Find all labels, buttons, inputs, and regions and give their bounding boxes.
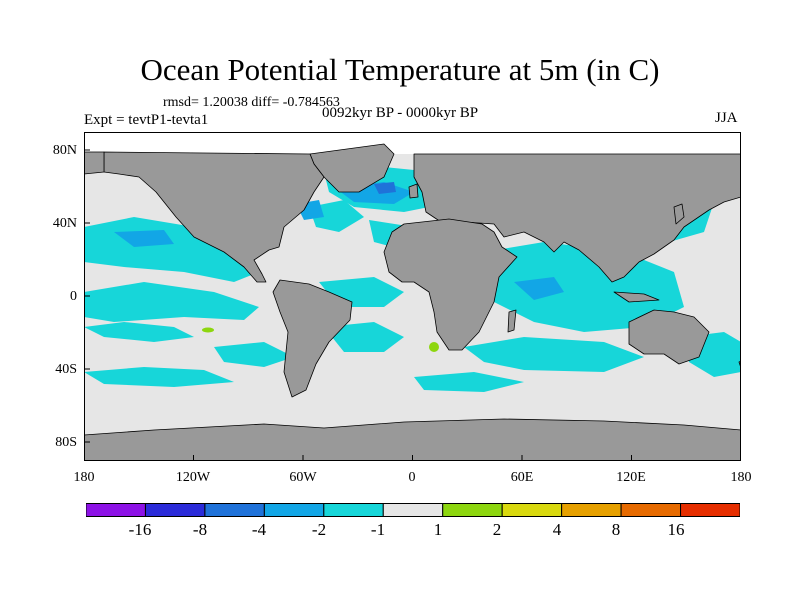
land-north-pacific-island	[84, 151, 105, 175]
lat-label-40s: 40S	[55, 362, 77, 377]
colorbar-label: -4	[251, 520, 267, 539]
land-antarctica	[84, 418, 741, 461]
colorbar-label: 8	[611, 520, 621, 539]
anomaly-green-pacific	[202, 327, 214, 333]
lon-label-60e: 60E	[510, 470, 534, 485]
anomaly-southern-indian-ocean	[464, 337, 644, 372]
colorbar-swatch	[204, 503, 265, 517]
colorbar-swatch	[323, 503, 384, 517]
colorbar-swatch	[680, 503, 740, 517]
lat-label-0: 0	[70, 289, 77, 304]
experiment-label: Expt = tevtP1-tevta1	[84, 112, 209, 128]
lon-label-120w: 120W	[175, 470, 211, 485]
colorbar-label: -1	[370, 520, 386, 539]
colorbar-swatch	[501, 503, 563, 517]
colorbar-swatch	[561, 503, 622, 517]
polar-no-data-top	[84, 132, 741, 154]
land-madagascar	[507, 309, 517, 333]
land-japan	[673, 203, 685, 225]
land-masses	[84, 143, 741, 461]
anomaly-south-pacific	[84, 322, 194, 342]
anomaly-southern-ocean	[414, 372, 524, 392]
colorbar-label: -16	[128, 520, 152, 539]
colorbar-swatch	[620, 503, 682, 517]
lat-label-80n: 80N	[52, 143, 77, 158]
lon-label-60w: 60W	[289, 470, 317, 485]
colorbar-label: 1	[433, 520, 443, 539]
lat-label-80s: 80S	[55, 435, 77, 450]
colorbar-label: -8	[192, 520, 208, 539]
colorbar-label: -2	[311, 520, 327, 539]
time-period: 0092kyr BP - 0000kyr BP	[322, 105, 479, 121]
anomaly-lb-indian	[514, 277, 564, 300]
land-indonesia	[613, 291, 660, 303]
colorbar-label: 2	[492, 520, 502, 539]
anomaly-south-central-pacific	[214, 342, 294, 367]
land-africa	[383, 218, 518, 351]
anomaly-tropical-east-pacific	[84, 282, 259, 322]
colorbar-swatch	[144, 503, 206, 517]
land-australia	[628, 309, 710, 365]
colorbar-label: 4	[552, 520, 562, 539]
axis-ticks	[84, 149, 632, 461]
land-uk	[408, 183, 419, 199]
land-north-america	[103, 151, 325, 283]
colorbar-swatch	[382, 503, 444, 517]
anomaly-southeast-pacific	[84, 367, 234, 387]
colorbar-swatch	[263, 503, 325, 517]
lon-label-120e: 120E	[616, 470, 646, 485]
anomaly-subpolar-atlantic	[309, 200, 364, 232]
anomaly-lb-pacific	[114, 230, 174, 247]
colorbar-swatch	[86, 503, 146, 517]
anomaly-blue-north-atlantic	[374, 182, 396, 194]
lat-label-40n: 40N	[52, 216, 77, 231]
rmsd-diff-stats: rmsd= 1.20038 diff= -0.784563	[163, 95, 340, 110]
lon-label-0: 0	[408, 470, 416, 485]
land-south-america	[272, 279, 353, 398]
colorbar	[86, 503, 740, 517]
lon-label-180-west: 180	[73, 470, 95, 485]
season-label: JJA	[715, 110, 738, 126]
world-map	[84, 132, 741, 461]
map-title: Ocean Potential Temperature at 5m (in C)	[140, 52, 660, 87]
colorbar-swatch	[442, 503, 503, 517]
anomaly-south-atlantic	[324, 322, 404, 352]
lon-label-180-east: 180	[730, 470, 752, 485]
colorbar-label: 16	[667, 520, 685, 539]
anomaly-green-benguela	[429, 342, 439, 352]
